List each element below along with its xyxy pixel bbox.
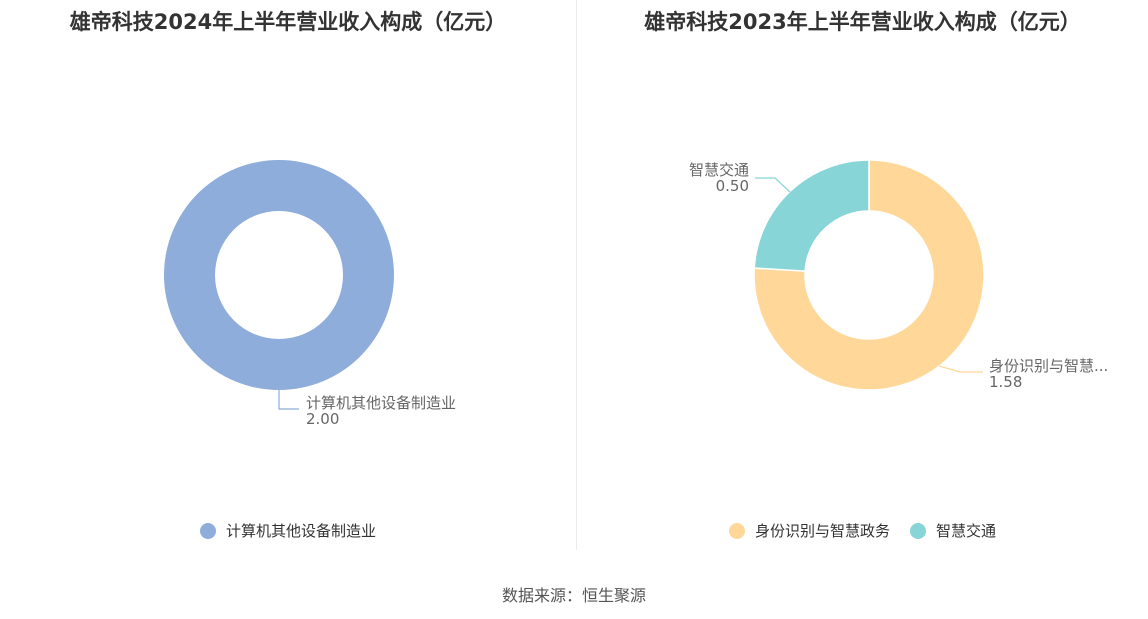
legend-marker xyxy=(910,522,926,539)
slice-value: 1.58 xyxy=(989,373,1022,391)
slice-value: 0.50 xyxy=(716,177,749,195)
panel-divider xyxy=(576,0,577,550)
legend: 计算机其他设备制造业 xyxy=(0,520,576,541)
slice-label: 计算机其他设备制造业 xyxy=(306,394,456,412)
legend-item-smart-transport[interactable]: 智慧交通 xyxy=(910,520,996,541)
callout-line xyxy=(278,390,299,410)
legend: 身份识别与智慧政务 智慧交通 xyxy=(577,520,1148,541)
data-source-note: 数据来源：恒生聚源 xyxy=(501,586,646,605)
legend-marker xyxy=(199,522,216,539)
chart-panel-2024: 雄帝科技2024年上半年营业收入构成（亿元） 计算机其他设备制造业 2.00 计算… xyxy=(0,0,576,550)
donut-slice[interactable] xyxy=(753,159,985,391)
legend-label: 计算机其他设备制造业 xyxy=(225,522,376,540)
legend-marker xyxy=(728,522,745,539)
legend-label: 身份识别与智慧政务 xyxy=(754,522,890,540)
chart-title: 雄帝科技2023年上半年营业收入构成（亿元） xyxy=(644,10,1081,34)
legend-item-computer-equipment[interactable]: 计算机其他设备制造业 xyxy=(199,520,376,541)
callout-line xyxy=(755,177,791,193)
legend-item-identity-government[interactable]: 身份识别与智慧政务 xyxy=(728,520,890,541)
slice-value: 2.00 xyxy=(306,410,339,428)
slice-label: 智慧交通 xyxy=(689,161,749,179)
donut-slice[interactable] xyxy=(164,160,394,390)
slice-label: 身份识别与智慧... xyxy=(989,357,1108,375)
chart-title: 雄帝科技2024年上半年营业收入构成（亿元） xyxy=(69,10,507,34)
donut-slice[interactable] xyxy=(753,159,870,272)
chart-panel-2023: 雄帝科技2023年上半年营业收入构成（亿元） 身份识别与智慧... 1.58 智慧交… xyxy=(577,0,1148,550)
legend-label: 智慧交通 xyxy=(936,522,997,540)
callout-line xyxy=(938,365,983,373)
